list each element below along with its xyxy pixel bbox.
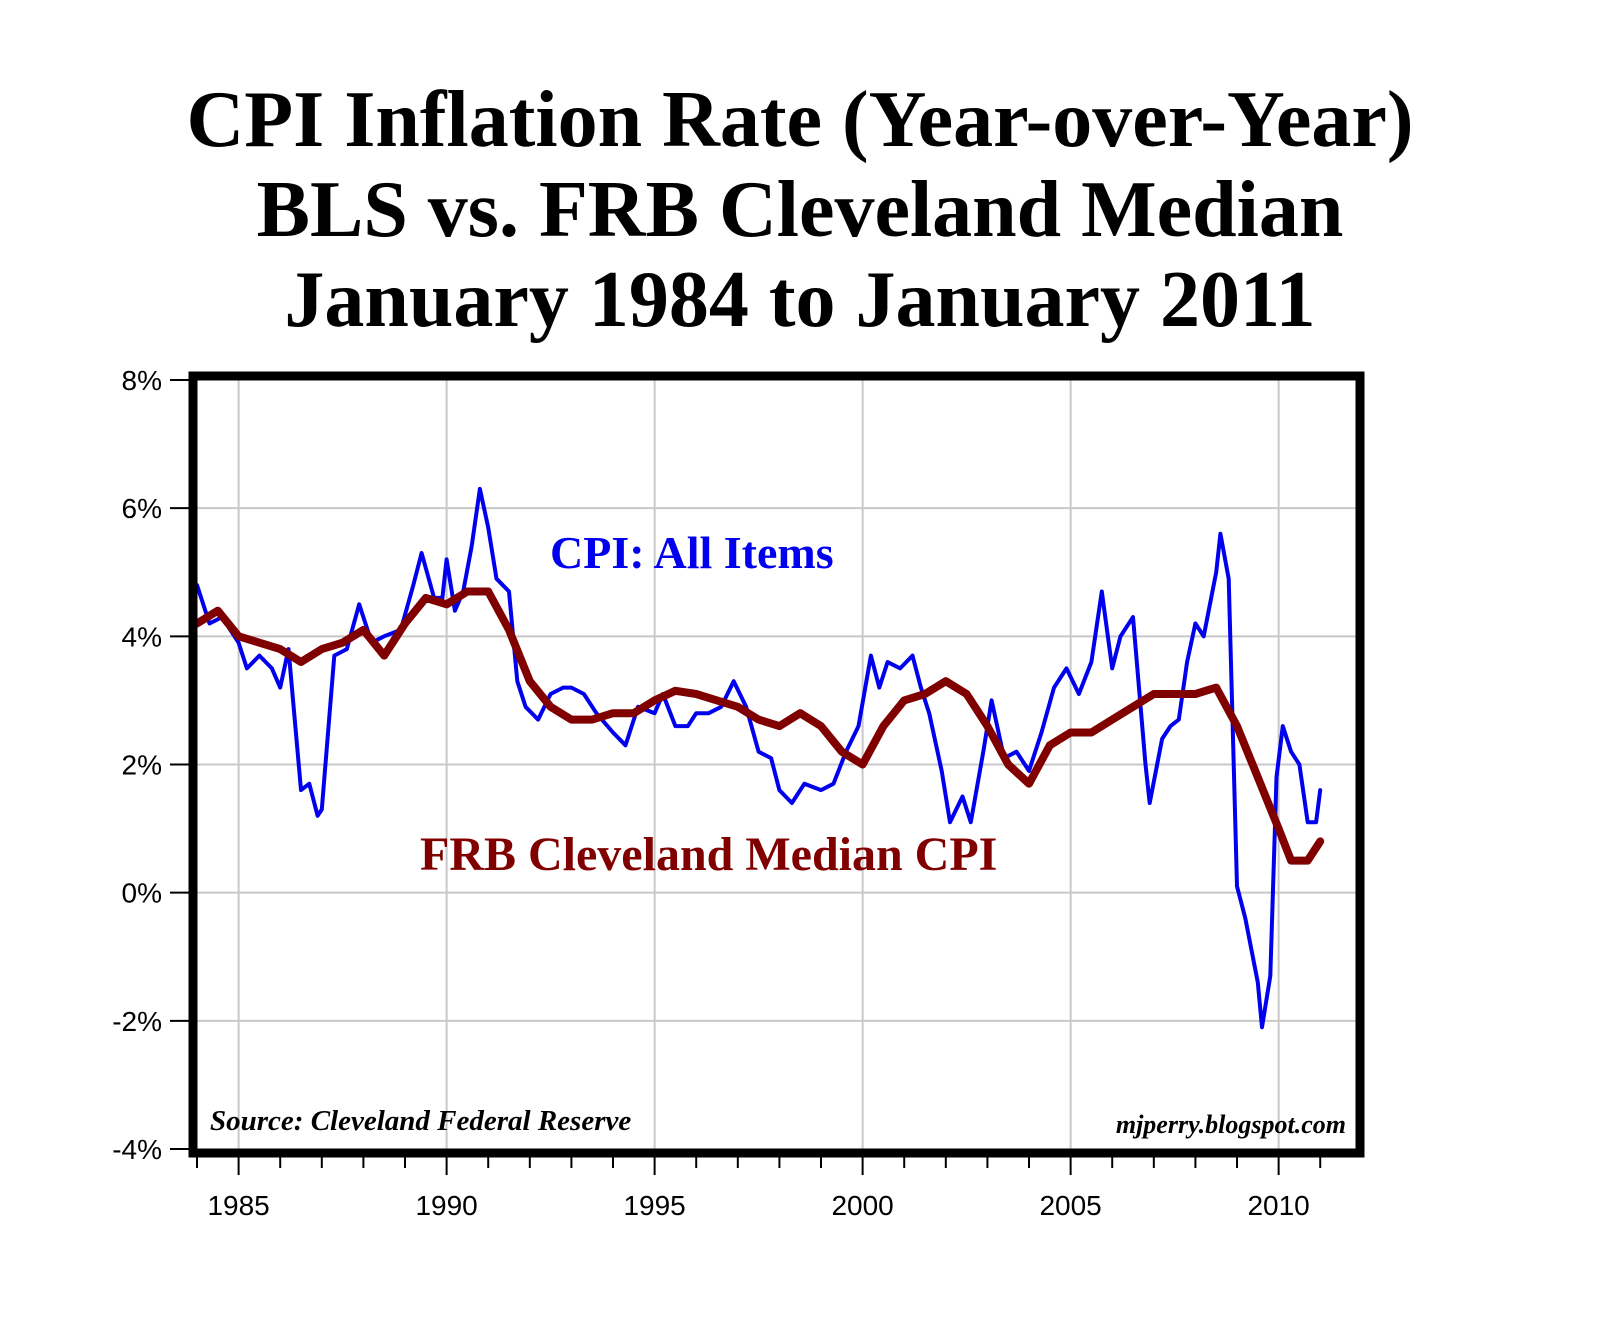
y-tick-label: 0% [122, 878, 162, 909]
source-note: Source: Cleveland Federal Reserve [210, 1105, 631, 1137]
x-tick-label: 1985 [207, 1190, 269, 1221]
chart-title-line-3: January 1984 to January 2011 [284, 256, 1316, 344]
series-label-median-cpi: FRB Cleveland Median CPI [420, 828, 997, 881]
x-tick-label: 1990 [415, 1190, 477, 1221]
chart-title-line-1: CPI Inflation Rate (Year-over-Year) [186, 76, 1414, 164]
plot-frame [188, 371, 1365, 1158]
x-tick-label: 2000 [831, 1190, 893, 1221]
y-tick-label: 8% [122, 365, 162, 396]
series-line-median-cpi [193, 587, 1325, 865]
series-label-cpi-all-items: CPI: All Items [550, 527, 834, 578]
y-tick-label: 2% [122, 750, 162, 781]
y-tick-label: -2% [112, 1006, 162, 1037]
x-tick-label: 1995 [623, 1190, 685, 1221]
y-tick-label: 4% [122, 621, 162, 652]
chart-title-line-2: BLS vs. FRB Cleveland Median [256, 166, 1344, 254]
x-tick-label: 2005 [1039, 1190, 1101, 1221]
y-tick-label: -4% [112, 1134, 162, 1165]
y-tick-label: 6% [122, 493, 162, 524]
x-tick-label: 2010 [1247, 1190, 1309, 1221]
credit-note: mjperry.blogspot.com [1116, 1110, 1346, 1139]
